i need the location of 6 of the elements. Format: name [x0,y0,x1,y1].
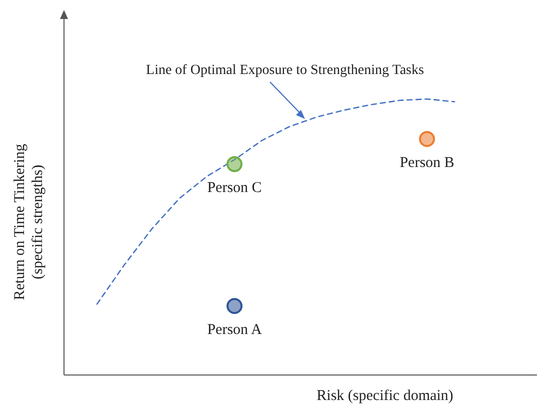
series-label: Person B [400,155,454,172]
text: Line of Optimal Exposure to Strengthening Tasks [146,63,424,78]
y-axis-title: Return on Time Tinkering (specific strengths) [12,143,46,300]
series-label: Person A [207,322,262,338]
x-axis-title: Risk (specific domain) [316,388,454,404]
series-label: Person C [207,180,262,196]
